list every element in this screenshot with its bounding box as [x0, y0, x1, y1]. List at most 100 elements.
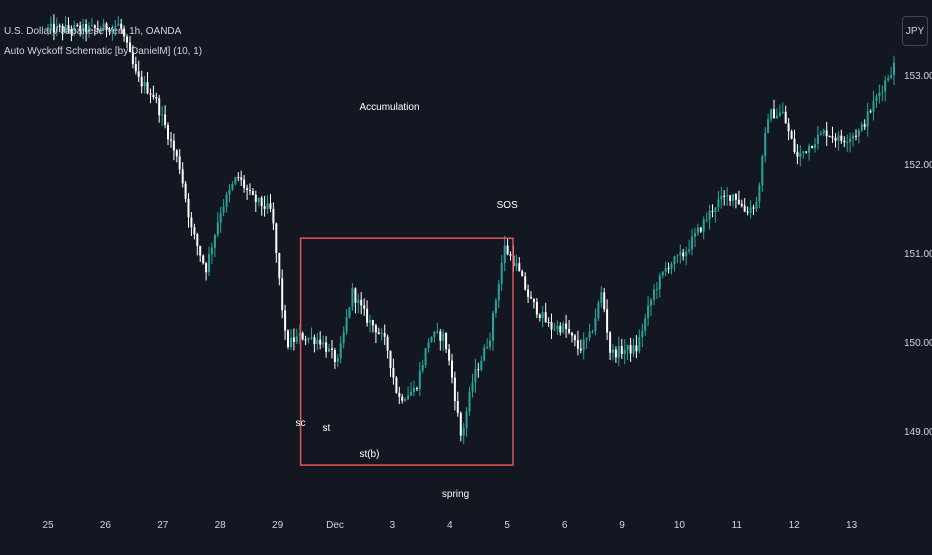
candle-up	[872, 100, 875, 112]
candle-down	[243, 179, 246, 188]
candle-up	[208, 254, 210, 273]
candle-down	[863, 124, 866, 127]
candle-down	[831, 136, 834, 138]
candle-down	[131, 52, 134, 64]
candle-down	[284, 310, 287, 331]
candle-down	[325, 342, 328, 352]
candle-up	[852, 135, 854, 139]
candle-down	[187, 198, 190, 218]
candle-up	[670, 264, 673, 269]
candle-up	[412, 388, 415, 392]
candle-up	[626, 344, 629, 350]
candle-up	[749, 207, 752, 213]
price-tick-label: 153.000	[904, 71, 932, 82]
candle-up	[632, 345, 635, 354]
candle-up	[696, 227, 699, 234]
candle-up	[717, 199, 720, 208]
time-tick-label: Dec	[326, 520, 344, 531]
candle-down	[453, 377, 456, 401]
candle-down	[137, 71, 140, 77]
candle-up	[216, 222, 219, 235]
candle-down	[524, 276, 527, 290]
candle-down	[178, 156, 181, 170]
candle-up	[336, 358, 339, 362]
candle-down	[509, 254, 512, 256]
candle-down	[793, 138, 796, 152]
time-tick-label: 27	[157, 520, 169, 531]
candle-up	[553, 329, 556, 331]
candle-down	[167, 125, 169, 140]
candle-up	[49, 23, 52, 28]
candle-up	[541, 312, 544, 318]
candle-down	[576, 340, 579, 349]
candle-down	[415, 388, 418, 389]
time-tick-label: 10	[673, 520, 685, 531]
candle-down	[559, 325, 562, 333]
candle-up	[298, 333, 301, 337]
candle-up	[234, 177, 237, 185]
candle-down	[620, 346, 623, 354]
candle-down	[811, 145, 814, 148]
candle-up	[688, 249, 691, 252]
candle-up	[102, 23, 105, 30]
time-tick-label: 6	[561, 520, 568, 531]
time-tick-label: 13	[846, 520, 858, 531]
candle-up	[114, 25, 117, 28]
currency-badge[interactable]: JPY	[902, 16, 928, 46]
candle-up	[676, 255, 679, 257]
candle-up	[111, 27, 114, 33]
candle-down	[609, 332, 612, 353]
candle-up	[404, 399, 407, 401]
price-tick-label: 152.000	[904, 160, 932, 171]
candle-down	[530, 296, 532, 299]
candle-down	[371, 320, 374, 326]
candle-down	[319, 339, 322, 345]
candle-up	[225, 194, 228, 207]
candle-up	[430, 336, 433, 343]
candle-down	[105, 23, 108, 31]
candle-up	[661, 271, 664, 276]
candle-up	[770, 109, 773, 120]
candle-down	[395, 377, 398, 393]
candle-up	[594, 318, 597, 332]
candle-down	[603, 292, 606, 310]
candle-up	[702, 219, 705, 232]
candle-down	[667, 268, 670, 270]
candle-up	[64, 25, 67, 32]
annotation-accumulation: Accumulation	[359, 102, 420, 114]
candle-up	[764, 133, 767, 157]
candle-up	[655, 289, 658, 291]
candle-up	[720, 195, 723, 200]
candle-down	[246, 188, 249, 190]
candle-up	[161, 114, 164, 116]
candle-up	[407, 395, 410, 400]
candle-down	[260, 197, 263, 207]
candle-up	[316, 339, 319, 344]
candle-up	[714, 207, 717, 212]
candle-up	[875, 96, 878, 101]
candle-up	[410, 391, 412, 396]
candle-up	[822, 130, 825, 134]
candle-down	[140, 76, 143, 87]
candle-down	[363, 305, 366, 309]
candle-up	[600, 292, 603, 303]
candle-up	[799, 153, 802, 157]
candle-up	[664, 268, 667, 272]
candle-up	[860, 124, 863, 131]
candle-up	[641, 331, 644, 337]
candle-down	[79, 25, 82, 31]
candle-down	[682, 252, 685, 257]
candle-down	[199, 245, 202, 256]
candle-up	[647, 305, 650, 319]
time-tick-label: 26	[99, 520, 111, 531]
candle-up	[562, 323, 565, 333]
candle-down	[287, 330, 289, 347]
candle-down	[579, 348, 582, 351]
candle-down	[175, 150, 178, 157]
candle-down	[448, 349, 451, 361]
candle-up	[887, 78, 890, 81]
price-tick-label: 149.000	[904, 427, 932, 438]
candle-up	[846, 142, 849, 143]
